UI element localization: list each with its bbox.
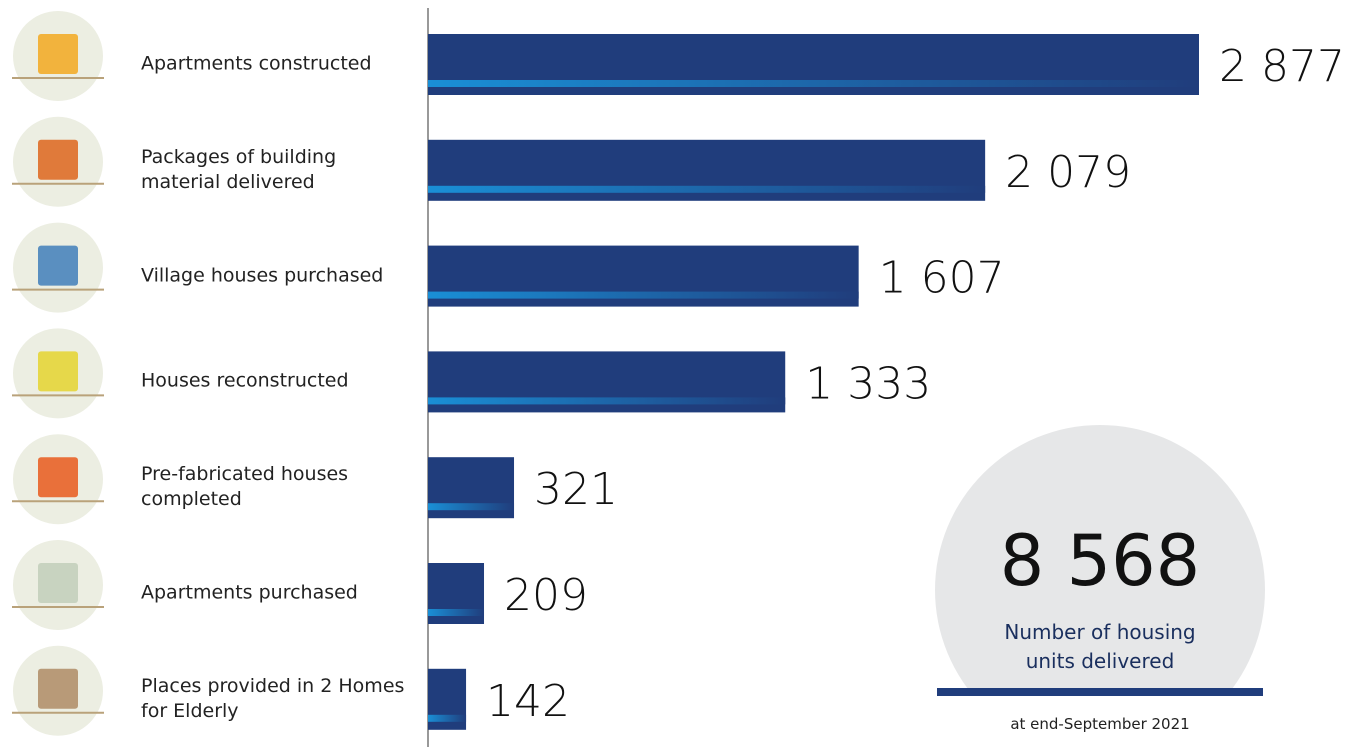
icon <box>38 140 78 180</box>
icon <box>38 669 78 709</box>
total-value: 8 568 <box>1000 520 1200 602</box>
category-label: Apartments constructed <box>141 52 406 77</box>
value-label: 321 <box>534 464 618 515</box>
total-caption: Number of housing units delivered <box>985 618 1215 676</box>
category-label: Places provided in 2 Homes for Elderly <box>141 674 406 724</box>
icon <box>38 457 78 497</box>
value-label: 1 333 <box>805 358 931 409</box>
value-label: 2 079 <box>1005 147 1131 198</box>
value-label: 142 <box>486 676 570 727</box>
category-label: Packages of building material delivered <box>141 145 406 195</box>
icon <box>38 351 78 391</box>
bar-stripe <box>428 503 514 510</box>
value-label: 2 877 <box>1219 41 1345 92</box>
category-label: Houses reconstructed <box>141 369 406 394</box>
bar-stripe <box>428 397 785 404</box>
bar-stripe <box>428 186 985 193</box>
icon <box>38 34 78 74</box>
bar-stripe <box>428 715 466 722</box>
bar-stripe <box>428 609 484 616</box>
note: at end-September 2021 <box>940 715 1260 733</box>
category-label: Village houses purchased <box>141 263 406 288</box>
value-label: 1 607 <box>879 253 1005 304</box>
category-label: Apartments purchased <box>141 581 406 606</box>
bar-stripe <box>428 292 859 299</box>
bar-stripe <box>428 80 1199 87</box>
value-label: 209 <box>504 570 588 621</box>
total-underline <box>937 688 1263 696</box>
category-label: Pre-fabricated houses completed <box>141 462 406 512</box>
icon <box>38 246 78 286</box>
icon <box>38 563 78 603</box>
page: 8 568 2 877 2 079 1 607 1 333 321 209 142 Numb… <box>0 0 1352 747</box>
